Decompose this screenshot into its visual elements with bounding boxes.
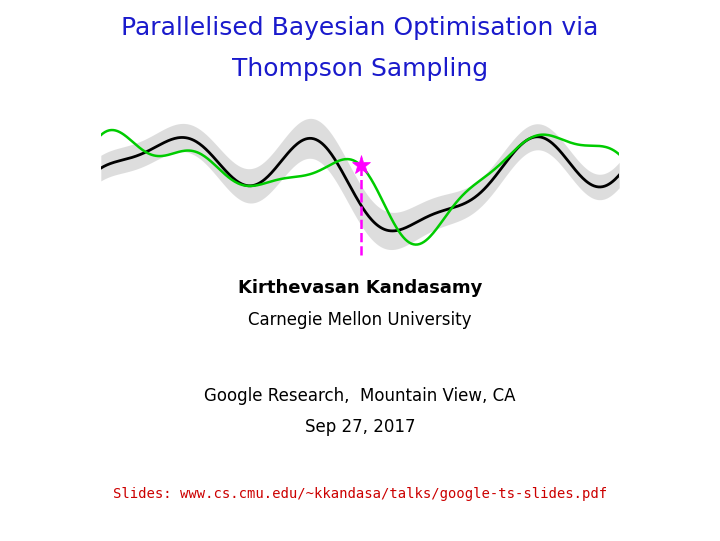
Text: Kirthevasan Kandasamy: Kirthevasan Kandasamy [238,279,482,296]
Text: Carnegie Mellon University: Carnegie Mellon University [248,311,472,329]
Text: Sep 27, 2017: Sep 27, 2017 [305,418,415,436]
Text: Slides: www.cs.cmu.edu/~kkandasa/talks/google-ts-slides.pdf: Slides: www.cs.cmu.edu/~kkandasa/talks/g… [113,487,607,501]
Text: Thompson Sampling: Thompson Sampling [232,57,488,81]
Text: Parallelised Bayesian Optimisation via: Parallelised Bayesian Optimisation via [121,16,599,40]
Text: Google Research,  Mountain View, CA: Google Research, Mountain View, CA [204,387,516,405]
